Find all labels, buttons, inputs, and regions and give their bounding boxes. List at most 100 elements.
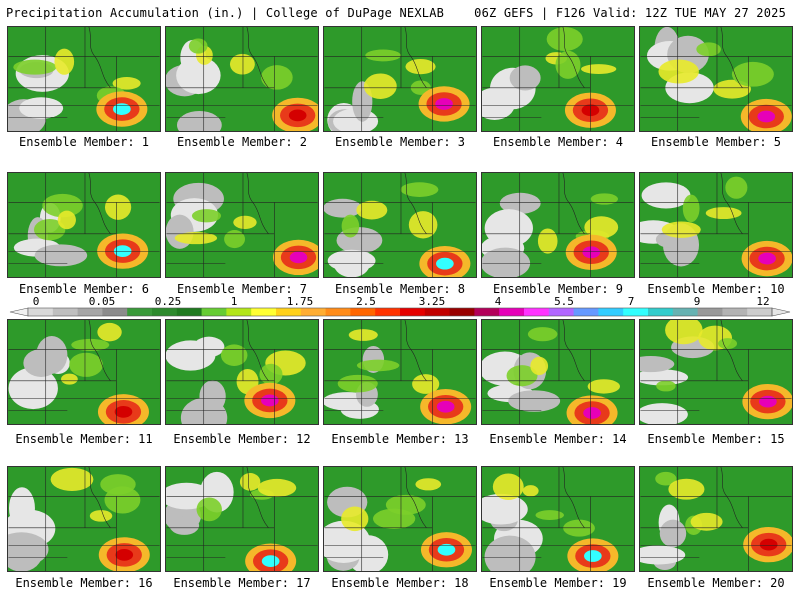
member-label: Ensemble Member: 15: [647, 432, 785, 446]
member-map-panel: [323, 26, 477, 132]
precip-colorbar: [9, 307, 791, 317]
member-label: Ensemble Member: 17: [173, 576, 311, 590]
colorbar-swatch: [28, 308, 54, 316]
member-map-panel: [165, 26, 319, 132]
colorbar-swatch: [747, 308, 773, 316]
colorbar-swatch: [697, 308, 723, 316]
member-label: Ensemble Member: 20: [647, 576, 785, 590]
colorbar-swatch: [648, 308, 674, 316]
colorbar-swatch: [201, 308, 227, 316]
member-label: Ensemble Member: 10: [647, 282, 785, 296]
precip-field-map: [482, 173, 634, 277]
run-valid-time: 06Z GEFS | F126 Valid: 12Z TUE MAY 27 20…: [474, 6, 786, 20]
member-map-panel: [481, 319, 635, 425]
colorbar-swatch: [623, 308, 649, 316]
member-map-panel: [481, 26, 635, 132]
member-label: Ensemble Member: 16: [15, 576, 153, 590]
colorbar-swatch: [474, 308, 500, 316]
colorbar-swatch: [598, 308, 624, 316]
colorbar-swatch: [325, 308, 351, 316]
member-label: Ensemble Member: 5: [650, 135, 782, 149]
member-map-panel: [639, 319, 793, 425]
colorbar-tick-label: 0.25: [154, 295, 182, 308]
colorbar-swatch: [499, 308, 525, 316]
colorbar-min-arrow: [9, 307, 29, 317]
colorbar-swatch: [672, 308, 699, 316]
member-map-panel: [639, 172, 793, 278]
member-map-panel: [639, 466, 793, 572]
colorbar-swatch: [52, 308, 79, 316]
colorbar-swatch: [524, 308, 550, 316]
precip-field-map: [482, 27, 634, 131]
precip-field-map: [8, 173, 160, 277]
colorbar-swatch: [226, 308, 252, 316]
colorbar-tick-label: 1: [230, 295, 238, 308]
colorbar-tick-label: 0: [32, 295, 40, 308]
precip-field-map: [640, 173, 792, 277]
colorbar-swatch: [300, 308, 327, 316]
colorbar-swatch: [548, 308, 575, 316]
member-map-panel: [639, 26, 793, 132]
member-label: Ensemble Member: 9: [492, 282, 624, 296]
colorbar-swatch: [276, 308, 302, 316]
colorbar-swatch: [449, 308, 475, 316]
precip-field-map: [324, 27, 476, 131]
member-map-panel: [481, 172, 635, 278]
member-label: Ensemble Member: 6: [18, 282, 150, 296]
colorbar-swatch: [102, 308, 128, 316]
colorbar-max-arrow: [771, 307, 791, 317]
colorbar-swatch: [176, 308, 203, 316]
colorbar-swatch: [152, 308, 178, 316]
colorbar-tick-label: 9: [693, 295, 701, 308]
member-map-panel: [165, 466, 319, 572]
colorbar-swatch: [400, 308, 426, 316]
member-map-panel: [7, 172, 161, 278]
precip-field-map: [166, 173, 318, 277]
colorbar-swatch: [424, 308, 451, 316]
precip-field-map: [482, 320, 634, 424]
member-label: Ensemble Member: 11: [15, 432, 153, 446]
precip-field-map: [640, 27, 792, 131]
member-label: Ensemble Member: 1: [18, 135, 150, 149]
member-label: Ensemble Member: 13: [331, 432, 469, 446]
precip-field-map: [166, 27, 318, 131]
product-title: Precipitation Accumulation (in.) | Colle…: [6, 6, 445, 20]
precip-field-map: [8, 27, 160, 131]
colorbar-swatch: [251, 308, 277, 316]
precip-field-map: [324, 173, 476, 277]
colorbar-swatch: [375, 308, 401, 316]
precip-field-map: [640, 467, 792, 571]
precip-field-map: [324, 320, 476, 424]
colorbar-swatch: [127, 308, 153, 316]
member-label: Ensemble Member: 7: [176, 282, 308, 296]
member-map-panel: [7, 26, 161, 132]
colorbar-tick-label: 3.25: [418, 295, 446, 308]
member-map-panel: [481, 466, 635, 572]
member-label: Ensemble Member: 19: [489, 576, 627, 590]
colorbar-tick-label: 7: [627, 295, 635, 308]
colorbar-swatch: [722, 308, 748, 316]
member-map-panel: [323, 319, 477, 425]
precip-field-map: [482, 467, 634, 571]
precip-field-map: [8, 467, 160, 571]
member-label: Ensemble Member: 12: [173, 432, 311, 446]
colorbar-tick-label: 1.75: [286, 295, 314, 308]
precip-field-map: [640, 320, 792, 424]
member-map-panel: [165, 319, 319, 425]
member-label: Ensemble Member: 8: [334, 282, 466, 296]
colorbar-swatch: [77, 308, 103, 316]
colorbar-tick-label: 12: [756, 295, 770, 308]
colorbar-tick-label: 4: [494, 295, 502, 308]
member-label: Ensemble Member: 18: [331, 576, 469, 590]
member-map-panel: [7, 319, 161, 425]
member-map-panel: [7, 466, 161, 572]
precip-field-map: [324, 467, 476, 571]
member-map-panel: [323, 172, 477, 278]
member-label: Ensemble Member: 3: [334, 135, 466, 149]
member-label: Ensemble Member: 14: [489, 432, 627, 446]
colorbar-tick-label: 5.5: [554, 295, 574, 308]
precip-field-map: [166, 320, 318, 424]
member-label: Ensemble Member: 4: [492, 135, 624, 149]
colorbar-tick-label: 0.05: [88, 295, 116, 308]
colorbar-tick-label: 2.5: [356, 295, 376, 308]
